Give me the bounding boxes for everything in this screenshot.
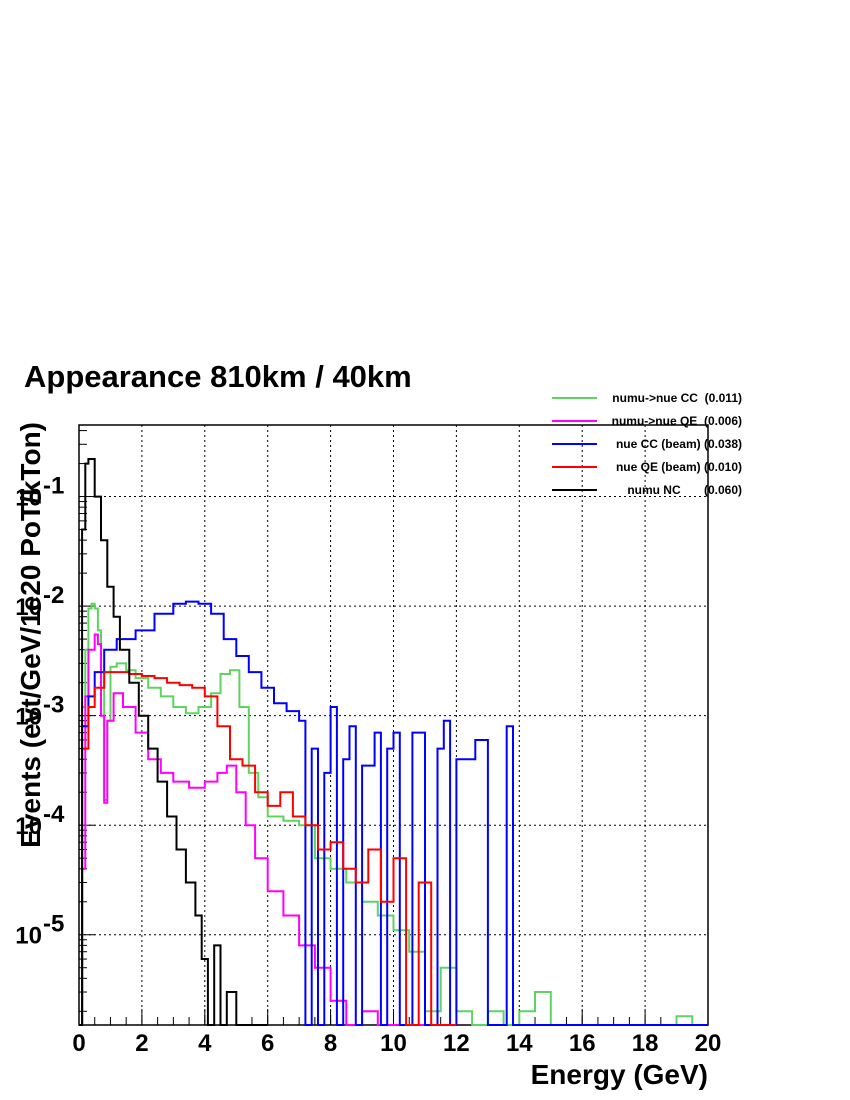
y-tick-label: 10 -4 <box>15 801 65 840</box>
x-tick-label: 16 <box>569 1030 596 1057</box>
x-tick-label: 4 <box>198 1030 212 1057</box>
x-tick-label: 14 <box>506 1030 533 1057</box>
y-tick-exponent: -2 <box>43 582 64 609</box>
x-tick-label: 18 <box>632 1030 659 1057</box>
legend: numu->nue CC (0.011) numu->nue QE (0.006)… <box>552 391 742 497</box>
legend-entry: numu NC (0.060) <box>627 483 742 497</box>
y-tick-exponent: -5 <box>43 911 64 938</box>
legend-entry: numu->nue CC (0.011) <box>612 391 742 405</box>
x-tick-label: 6 <box>261 1030 274 1057</box>
y-tick-label: 10 -1 <box>15 473 64 512</box>
x-tick-label: 20 <box>695 1030 722 1057</box>
chart-title: Appearance 810km / 40km <box>24 359 412 394</box>
y-tick-label: 10 -3 <box>15 692 64 731</box>
y-tick-label: 10 -2 <box>15 582 64 621</box>
x-tick-label: 12 <box>443 1030 470 1057</box>
series-line <box>79 600 708 1026</box>
grid <box>79 425 708 1025</box>
y-tick-exponent: -1 <box>43 473 64 500</box>
legend-entry: nue QE (beam) (0.010) <box>616 460 742 474</box>
y-tick-base: 10 <box>15 923 42 950</box>
y-tick-exponent: -4 <box>43 801 65 828</box>
y-axis: 10-510-410-310-210-1 <box>15 430 95 1012</box>
series-group <box>79 458 708 1026</box>
x-axis-label: Energy (GeV) <box>531 1059 708 1090</box>
y-axis-label: Events (evt/GeV/1e20 PoT/kTon) <box>15 422 46 848</box>
legend-entry: numu->nue QE (0.006) <box>612 414 742 428</box>
y-tick-base: 10 <box>15 813 42 840</box>
y-tick-base: 10 <box>15 485 42 512</box>
series-line <box>79 458 268 1026</box>
x-axis: 0 2 4 6 8 10 12 14 16 18 20 <box>72 1009 721 1057</box>
series-line <box>79 633 457 1026</box>
x-tick-label: 2 <box>135 1030 148 1057</box>
legend-entry: nue CC (beam) (0.038) <box>616 437 742 451</box>
y-tick-label: 10 -5 <box>15 911 64 950</box>
y-tick-base: 10 <box>15 594 42 621</box>
y-tick-exponent: -3 <box>43 692 64 719</box>
y-tick-base: 10 <box>15 704 42 731</box>
x-tick-label: 0 <box>72 1030 85 1057</box>
x-tick-label: 8 <box>324 1030 337 1057</box>
x-tick-label: 10 <box>380 1030 407 1057</box>
